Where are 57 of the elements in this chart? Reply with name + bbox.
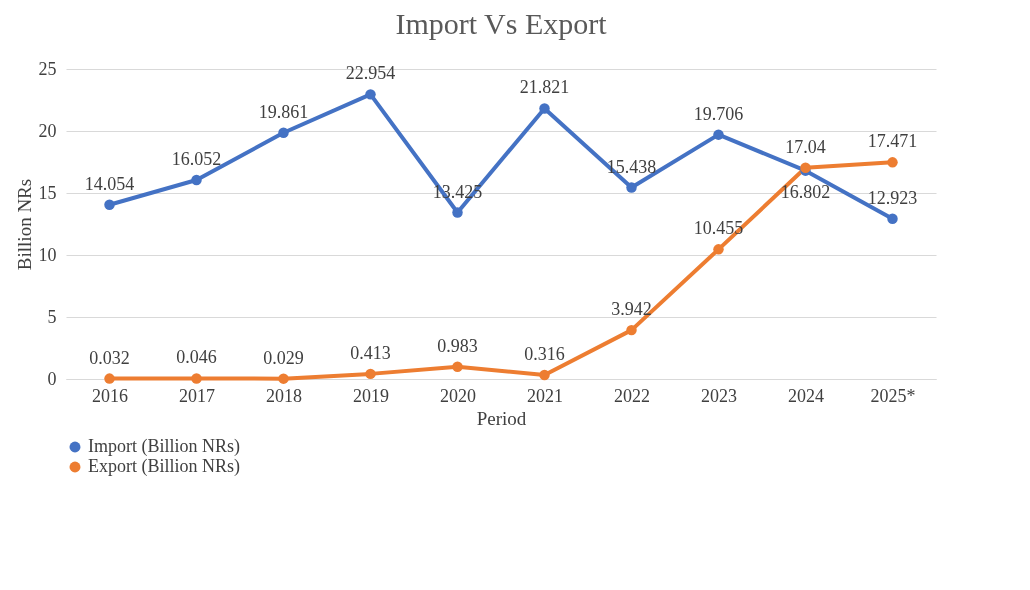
point — [365, 368, 376, 380]
data-label: 17.471 — [867, 131, 918, 152]
data-label: 22.954 — [345, 63, 396, 84]
x-tick-label: 2024 — [788, 385, 824, 406]
point — [887, 213, 898, 224]
point — [626, 182, 637, 193]
data-label: 16.802 — [780, 181, 831, 202]
x-tick-label: 2018 — [266, 385, 302, 406]
data-label: 19.861 — [258, 101, 309, 122]
data-label: 0.983 — [437, 335, 478, 356]
point — [887, 157, 898, 168]
point — [713, 244, 724, 255]
y-tick-label: 20 — [38, 120, 57, 141]
x-tick-label: 2019 — [353, 385, 389, 406]
point — [539, 369, 550, 381]
x-tick-label: 2020 — [440, 385, 476, 406]
x-tick-label: 2023 — [701, 385, 737, 406]
data-label: 16.052 — [171, 148, 222, 169]
data-label: 14.054 — [84, 173, 135, 194]
data-label: 0.316 — [524, 344, 565, 365]
data-label: 3.942 — [611, 299, 652, 320]
chart-title: Import Vs Export — [395, 7, 608, 40]
point — [191, 373, 202, 384]
x-tick-label: 2025* — [870, 385, 916, 406]
data-label: 12.923 — [867, 187, 918, 208]
data-label: 21.821 — [519, 77, 570, 98]
point — [626, 324, 637, 336]
point — [713, 129, 724, 140]
point — [191, 174, 202, 186]
point — [104, 373, 115, 384]
x-tick-label: 2021 — [527, 385, 563, 406]
data-label: 0.413 — [350, 342, 391, 363]
y-tick-label: 15 — [38, 182, 57, 203]
data-label: 17.04 — [785, 136, 826, 157]
y-tick-label: 0 — [47, 368, 57, 389]
data-label: 0.046 — [176, 347, 217, 368]
data-label: 0.032 — [89, 347, 130, 368]
data-label: 15.438 — [606, 156, 657, 177]
legend-label: Export (Billion NRs) — [88, 456, 240, 477]
x-axis-title: Period — [476, 407, 527, 429]
y-axis-title: Billion NRs — [13, 178, 35, 271]
y-tick-label: 10 — [38, 244, 57, 265]
point — [452, 361, 463, 373]
x-tick-label: 2022 — [614, 385, 650, 406]
point — [365, 89, 376, 100]
legend-label: Import (Billion NRs) — [88, 436, 240, 457]
data-label: 19.706 — [693, 103, 744, 124]
point — [104, 199, 115, 210]
y-tick-label: 25 — [38, 58, 57, 79]
data-label: 0.029 — [263, 347, 304, 368]
point — [539, 103, 550, 114]
point — [278, 373, 289, 384]
x-tick-label: 2016 — [92, 385, 128, 406]
x-tick-label: 2017 — [179, 385, 215, 406]
y-tick-label: 5 — [47, 306, 57, 327]
point — [452, 207, 463, 218]
point — [278, 127, 289, 138]
